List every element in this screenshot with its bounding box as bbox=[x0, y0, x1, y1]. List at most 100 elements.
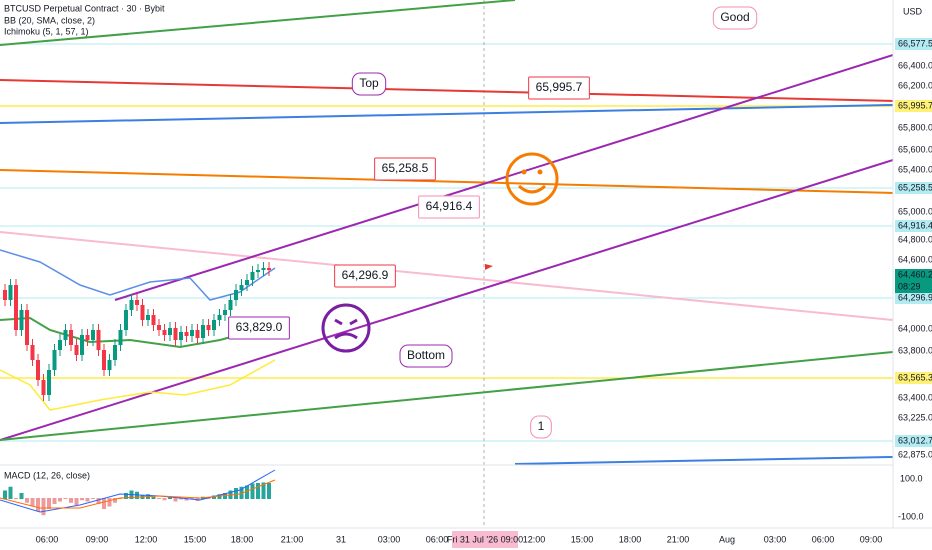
macd-bar bbox=[52, 498, 57, 504]
time-label: 12:00 bbox=[135, 534, 158, 544]
time-label: 21:00 bbox=[667, 534, 690, 544]
macd-bar bbox=[36, 498, 40, 512]
macd-axis-label: 100.0 bbox=[900, 473, 923, 483]
signal-line bbox=[0, 479, 276, 509]
candle-body bbox=[239, 285, 244, 290]
candle-body bbox=[234, 290, 238, 300]
label-box bbox=[528, 76, 590, 100]
price-label: 63,225.0 bbox=[898, 412, 932, 422]
price-label: 65,258.5 bbox=[898, 182, 932, 192]
candle-body bbox=[146, 315, 150, 320]
macd-bar bbox=[250, 483, 255, 499]
price-label: 62,875.0 bbox=[898, 449, 932, 459]
time-label: 21:00 bbox=[281, 534, 304, 544]
candle-body bbox=[25, 310, 29, 345]
time-label: 15:00 bbox=[184, 534, 207, 544]
macd-line bbox=[0, 469, 276, 513]
time-label: 06:00 bbox=[812, 534, 835, 544]
candle-body bbox=[261, 268, 266, 270]
macd-bar bbox=[14, 498, 18, 499]
channel-line bbox=[114, 54, 894, 301]
candle-body bbox=[201, 325, 205, 338]
price-label: 63,800.0 bbox=[898, 345, 932, 355]
callout-bubble bbox=[530, 415, 552, 439]
trend-line bbox=[0, 351, 894, 441]
trend-line bbox=[0, 169, 894, 194]
macd-bar bbox=[245, 485, 249, 499]
macd-bar bbox=[168, 497, 172, 499]
macd-bar bbox=[135, 491, 139, 499]
price-highlight bbox=[895, 220, 932, 232]
channel-line bbox=[0, 159, 894, 441]
candle-body bbox=[129, 300, 134, 310]
macd-bar bbox=[206, 498, 211, 499]
candle-body bbox=[256, 270, 260, 272]
macd-bar bbox=[96, 498, 101, 504]
candle-body bbox=[58, 340, 62, 350]
price-label: 65,600.0 bbox=[898, 144, 932, 154]
time-label: 09:00 bbox=[86, 534, 109, 544]
candle-body bbox=[3, 290, 7, 300]
price-label: 66,577.5 bbox=[898, 38, 932, 48]
price-label: 64,000.0 bbox=[898, 323, 932, 333]
candle-body bbox=[102, 350, 106, 370]
macd-bar bbox=[47, 498, 51, 509]
time-label: 12:00 bbox=[523, 534, 546, 544]
macd-bar bbox=[217, 494, 222, 499]
macd-bar bbox=[124, 493, 128, 499]
price-highlight bbox=[895, 435, 932, 447]
macd-bar bbox=[256, 483, 260, 499]
candle-body bbox=[30, 345, 35, 360]
macd-bar bbox=[80, 498, 84, 501]
price-label: 64,460.2 bbox=[898, 269, 932, 279]
candle-body bbox=[168, 328, 172, 335]
candle-body bbox=[47, 370, 51, 395]
smiley-mouth bbox=[517, 184, 547, 194]
macd-pane bbox=[0, 464, 893, 516]
cursor-time: Fri 31 Jul '26 09:00 bbox=[447, 534, 523, 544]
price-highlight bbox=[895, 372, 932, 384]
drawings bbox=[0, 0, 894, 528]
macd-bar bbox=[118, 498, 123, 499]
candle-body bbox=[250, 272, 255, 280]
currency-label: USD bbox=[903, 6, 923, 16]
candle-body bbox=[135, 300, 139, 305]
time-label: 31 bbox=[336, 534, 346, 544]
indicator-label: BB (20, SMA, close, 2) bbox=[4, 15, 95, 25]
macd-bar bbox=[91, 498, 95, 499]
trend-line bbox=[0, 0, 516, 46]
macd-bar bbox=[69, 498, 73, 503]
candle-body bbox=[19, 310, 24, 330]
time-label: 03:00 bbox=[764, 534, 787, 544]
candle-body bbox=[212, 320, 216, 330]
time-label: 15:00 bbox=[571, 534, 594, 544]
sad-icon bbox=[321, 303, 371, 353]
macd-bar bbox=[41, 498, 46, 516]
sad-eyes bbox=[334, 318, 358, 326]
macd-bar bbox=[74, 498, 79, 506]
candle-body bbox=[151, 315, 156, 325]
macd-bar bbox=[190, 498, 194, 499]
macd-bar bbox=[173, 498, 178, 502]
candles bbox=[3, 262, 271, 401]
candle-body bbox=[85, 335, 90, 340]
candle-body bbox=[107, 360, 112, 370]
macd-bar bbox=[58, 498, 62, 502]
macd-bar bbox=[25, 498, 29, 503]
time-label: 18:00 bbox=[619, 534, 642, 544]
time-label: Aug bbox=[719, 534, 735, 544]
annotation: 65,258.5 bbox=[382, 161, 429, 175]
label-box bbox=[418, 195, 480, 219]
price-label: 63,012.7 bbox=[898, 435, 932, 445]
candle-body bbox=[14, 285, 18, 330]
trend-line bbox=[0, 79, 894, 102]
candle-body bbox=[245, 280, 249, 285]
time-label: 09:00 bbox=[860, 534, 883, 544]
candle-body bbox=[69, 330, 73, 345]
symbol-title: BTCUSD Perpetual Contract · 30 · Bybit bbox=[4, 3, 165, 13]
macd-bar bbox=[151, 496, 156, 499]
macd-bar bbox=[63, 498, 68, 499]
trend-line bbox=[0, 231, 894, 321]
candle-body bbox=[267, 268, 271, 270]
smiley-icon bbox=[505, 152, 559, 206]
